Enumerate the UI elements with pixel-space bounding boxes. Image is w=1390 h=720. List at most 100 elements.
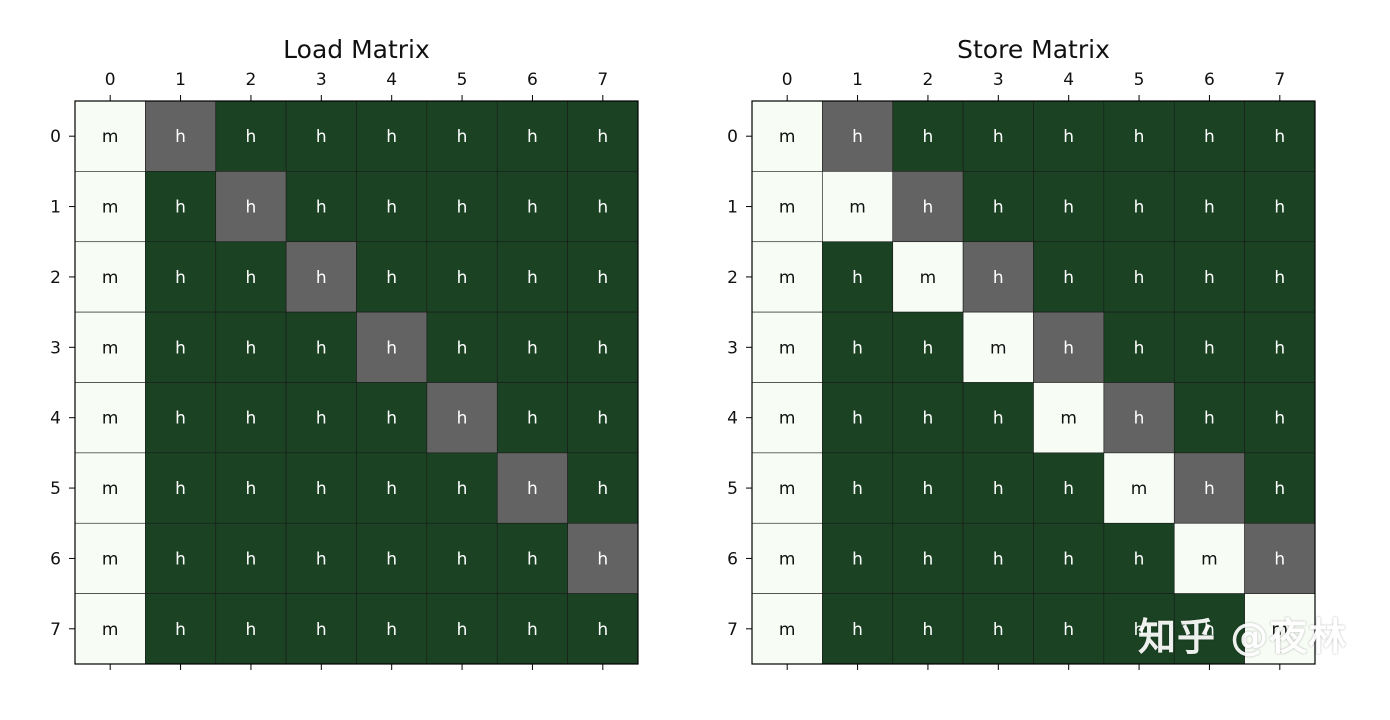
heatmap-cell (1103, 522, 1175, 594)
x-tick-label: 7 (1274, 70, 1285, 90)
heatmap-cell (426, 522, 498, 594)
heatmap-cell (822, 171, 894, 243)
heatmap-cell (751, 171, 823, 243)
cell-label: h (597, 479, 608, 499)
cell-label: h (1274, 198, 1285, 218)
heatmap-cell (145, 382, 217, 454)
cell-label: m (779, 127, 796, 147)
cell-label: h (246, 549, 257, 569)
heatmap-cell (496, 241, 568, 313)
heatmap-cell (496, 522, 568, 594)
x-tick-label: 0 (105, 70, 116, 90)
heatmap-cell (962, 241, 1034, 313)
x-tick-label: 5 (1134, 70, 1145, 90)
heatmap-cell (145, 522, 217, 594)
chart-title: Load Matrix (283, 35, 430, 64)
cell-label: h (1134, 198, 1145, 218)
cell-label: h (597, 409, 608, 429)
heatmap-cell (751, 452, 823, 524)
cell-label: h (1204, 620, 1215, 640)
cell-label: h (1063, 127, 1074, 147)
cell-label: h (1274, 268, 1285, 288)
cell-label: h (246, 127, 257, 147)
cell-label: h (246, 268, 257, 288)
cell-label: m (849, 198, 866, 218)
y-tick-label: 2 (50, 268, 61, 288)
heatmap-cell (1033, 593, 1105, 665)
heatmap-cell (215, 241, 287, 313)
heatmap-cell (962, 311, 1034, 383)
cell-label: h (993, 198, 1004, 218)
cell-label: h (852, 127, 863, 147)
cell-label: h (527, 549, 538, 569)
cell-label: h (457, 127, 468, 147)
heatmap-cell (962, 382, 1034, 454)
heatmap-panel: Store Matrix m h h h h h h h m m h h h h h h m h m h h h h h m h h m… (727, 35, 1316, 670)
cell-label: m (779, 338, 796, 358)
cell-label: h (246, 479, 257, 499)
heatmap-cell (356, 311, 428, 383)
cell-label: h (923, 338, 934, 358)
heatmap-cell (751, 382, 823, 454)
cell-label: h (1204, 338, 1215, 358)
heatmap-cell (822, 452, 894, 524)
heatmap-cell (1033, 171, 1105, 243)
x-tick-label: 2 (246, 70, 257, 90)
heatmap-cell (892, 100, 964, 172)
x-tick-label: 4 (386, 70, 397, 90)
cell-label: h (175, 198, 186, 218)
cell-label: h (852, 338, 863, 358)
heatmap-cell (567, 311, 639, 383)
cell-label: m (779, 549, 796, 569)
cell-label: h (1134, 127, 1145, 147)
heatmap-cell (751, 593, 823, 665)
y-tick-label: 7 (727, 620, 738, 640)
cell-label: m (779, 620, 796, 640)
heatmap-cell (215, 171, 287, 243)
cell-label: h (457, 338, 468, 358)
cell-label: h (852, 409, 863, 429)
cell-label: h (1274, 549, 1285, 569)
heatmap-cell (567, 241, 639, 313)
cell-label: h (993, 127, 1004, 147)
cell-label: h (1134, 268, 1145, 288)
cell-label: h (993, 479, 1004, 499)
y-tick-label: 1 (50, 198, 61, 218)
heatmap-cell (1173, 171, 1245, 243)
cell-label: h (1134, 409, 1145, 429)
cell-label: m (779, 268, 796, 288)
cell-label: h (246, 409, 257, 429)
heatmap-cell (892, 382, 964, 454)
cell-label: m (102, 620, 119, 640)
heatmap-cell (356, 241, 428, 313)
heatmap-cell (356, 522, 428, 594)
cell-label: h (457, 198, 468, 218)
heatmap-cell (567, 100, 639, 172)
cell-label: h (527, 268, 538, 288)
y-tick-label: 2 (727, 268, 738, 288)
cell-label: h (457, 620, 468, 640)
cell-label: m (102, 409, 119, 429)
heatmap-cell (285, 452, 357, 524)
heatmap-cell (145, 452, 217, 524)
cell-label: m (779, 409, 796, 429)
x-tick-label: 1 (175, 70, 186, 90)
cell-label: h (852, 479, 863, 499)
cell-label: h (923, 409, 934, 429)
y-tick-label: 5 (50, 479, 61, 499)
heatmap-cell (1244, 311, 1316, 383)
cell-label: h (597, 620, 608, 640)
x-tick-label: 3 (993, 70, 1004, 90)
heatmap-cell (822, 311, 894, 383)
heatmap-cell (215, 593, 287, 665)
cell-label: h (386, 268, 397, 288)
heatmap-cell (1244, 171, 1316, 243)
x-tick-label: 3 (316, 70, 327, 90)
cell-label: h (316, 338, 327, 358)
x-tick-label: 7 (597, 70, 608, 90)
cell-label: h (457, 409, 468, 429)
cell-label: h (316, 198, 327, 218)
cell-label: h (923, 479, 934, 499)
y-tick-label: 3 (727, 338, 738, 358)
